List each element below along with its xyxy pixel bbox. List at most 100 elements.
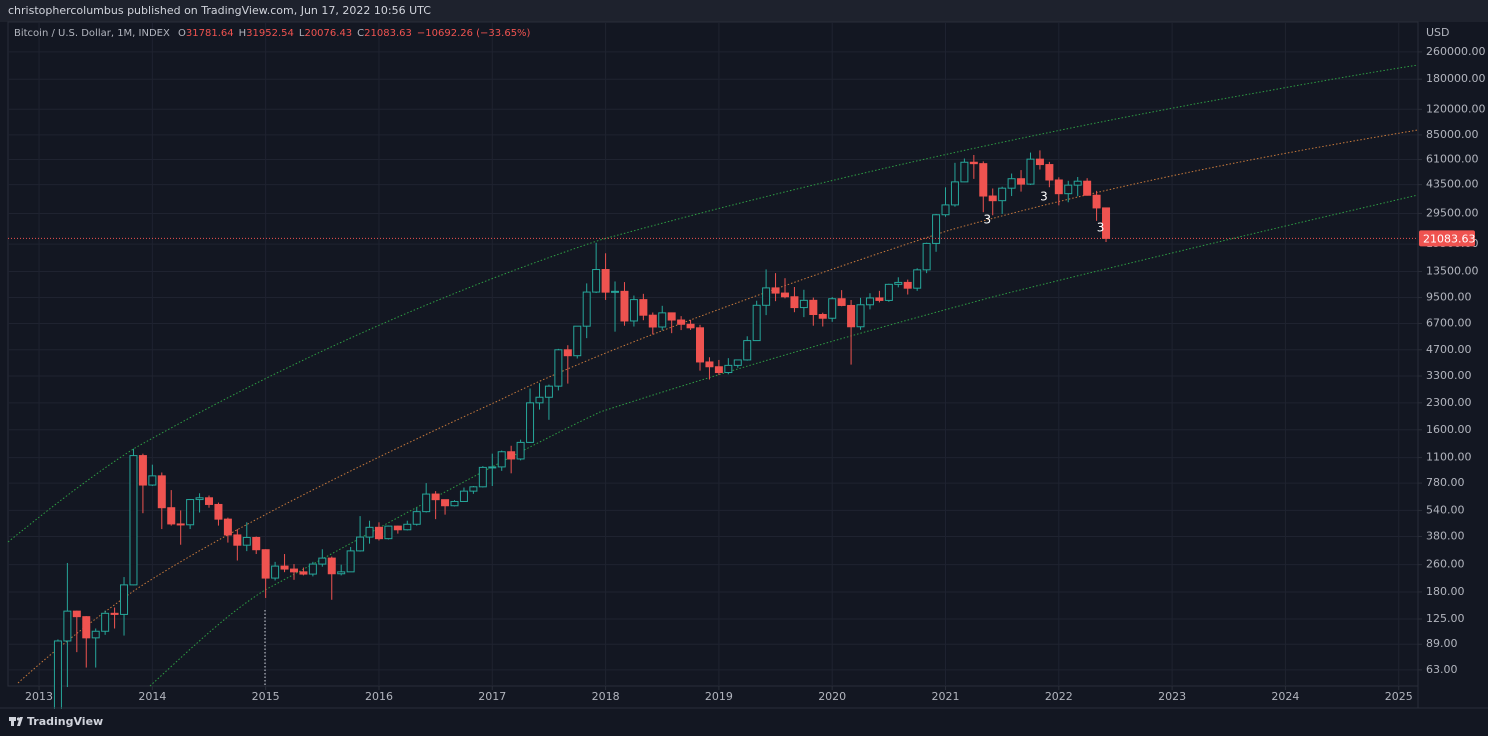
x-tick-label: 2015	[252, 690, 280, 703]
candle-body	[299, 571, 308, 575]
candle-body	[148, 475, 157, 486]
candle-body	[705, 361, 714, 368]
y-tick-label: 1100.00	[1426, 451, 1472, 464]
y-tick-label: 125.00	[1426, 612, 1465, 625]
candle-body	[714, 366, 723, 374]
candle-body	[129, 455, 138, 586]
candle-body	[412, 511, 421, 525]
drawings	[7, 64, 1419, 687]
candle-body	[998, 187, 1007, 202]
candle-body	[922, 242, 931, 271]
y-tick-label: 260.00	[1426, 558, 1465, 571]
candle-body	[979, 163, 988, 197]
candle-body	[847, 304, 856, 328]
legend-key: L	[299, 28, 305, 39]
y-tick-label: 63.00	[1426, 663, 1458, 676]
candle-body	[941, 204, 950, 216]
candle-body	[620, 290, 629, 322]
x-tick-label: 2022	[1045, 690, 1073, 703]
candle-body	[308, 563, 317, 575]
brand[interactable]: TradingView	[27, 715, 103, 728]
candle-body	[592, 269, 601, 293]
last-price-label: 21083.63	[1423, 232, 1476, 245]
candle-body	[280, 565, 289, 570]
candle-body	[1007, 178, 1016, 189]
legend-value: 31781.64	[186, 28, 234, 39]
legend-key: C	[357, 28, 364, 39]
candle-body	[752, 304, 761, 342]
candle-body	[110, 612, 119, 615]
last-price-box	[1419, 230, 1475, 247]
candle-body	[969, 161, 978, 165]
candle-body	[1054, 179, 1063, 195]
y-tick-label: 89.00	[1426, 637, 1458, 650]
legend-value: 20076.43	[304, 28, 352, 39]
top-bar	[0, 0, 1488, 22]
logo-part	[11, 717, 14, 726]
x-tick-label: 2018	[592, 690, 620, 703]
y-tick-label: 180.00	[1426, 585, 1465, 598]
candle-body	[611, 290, 620, 293]
candle-body	[450, 500, 459, 507]
legend-key: O	[178, 28, 186, 39]
candle-body	[422, 493, 431, 513]
candle-body	[384, 525, 393, 540]
y-tick-label: 540.00	[1426, 503, 1465, 516]
candle-body	[138, 455, 147, 486]
candle-body	[554, 349, 563, 387]
x-tick-label: 2023	[1158, 690, 1186, 703]
y-tick-label: 380.00	[1426, 529, 1465, 542]
candle-body	[223, 518, 232, 536]
lower-band	[149, 194, 1419, 687]
candle-body	[469, 486, 478, 492]
candle-body	[157, 475, 166, 509]
candle-body	[261, 549, 270, 579]
candle-body	[865, 297, 874, 306]
candle-body	[195, 497, 204, 501]
y-tick-label: 9500.00	[1426, 291, 1472, 304]
annotation: 3	[1097, 220, 1105, 234]
candle-body	[252, 536, 261, 551]
candle-body	[894, 281, 903, 285]
x-tick-label: 2017	[478, 690, 506, 703]
y-tick-label: 260000.00	[1426, 45, 1486, 58]
candle-body	[563, 349, 572, 357]
candle-body	[271, 565, 280, 579]
candle-body	[790, 296, 799, 309]
x-tick-label: 2014	[138, 690, 166, 703]
candle-body	[799, 299, 808, 309]
candle-body	[639, 299, 648, 316]
candle-body	[932, 214, 941, 244]
candle-body	[516, 441, 525, 460]
y-tick-label: 2300.00	[1426, 396, 1472, 409]
y-tick-label: 1600.00	[1426, 423, 1472, 436]
candle-body	[507, 451, 516, 460]
x-tick-label: 2016	[365, 690, 393, 703]
candle-body	[573, 325, 582, 357]
candle-body	[346, 550, 355, 573]
annotation: 3	[983, 213, 991, 227]
candle-body	[1017, 178, 1026, 185]
candle-body	[205, 497, 214, 505]
candle-body	[233, 534, 242, 546]
y-tick-label: 85000.00	[1426, 128, 1479, 141]
candle-body	[960, 161, 969, 183]
symbol: Bitcoin / U.S. Dollar, 1M, INDEX	[14, 28, 170, 39]
candle-body	[903, 281, 912, 289]
candle-body	[1064, 184, 1073, 195]
y-tick-label: 43500.00	[1426, 178, 1479, 191]
candle-body	[459, 490, 468, 502]
candle-body	[497, 451, 506, 468]
legend-change: −10692.26 (−33.65%)	[417, 28, 531, 39]
candle-body	[1092, 194, 1101, 209]
candle-body	[488, 466, 497, 469]
candle-body	[780, 292, 789, 298]
candle-body	[856, 304, 865, 328]
candle-body	[771, 287, 780, 294]
candle-body	[950, 181, 959, 206]
y-tick-label: 780.00	[1426, 476, 1465, 489]
legend-key: H	[239, 28, 247, 39]
candle-body	[1045, 164, 1054, 181]
